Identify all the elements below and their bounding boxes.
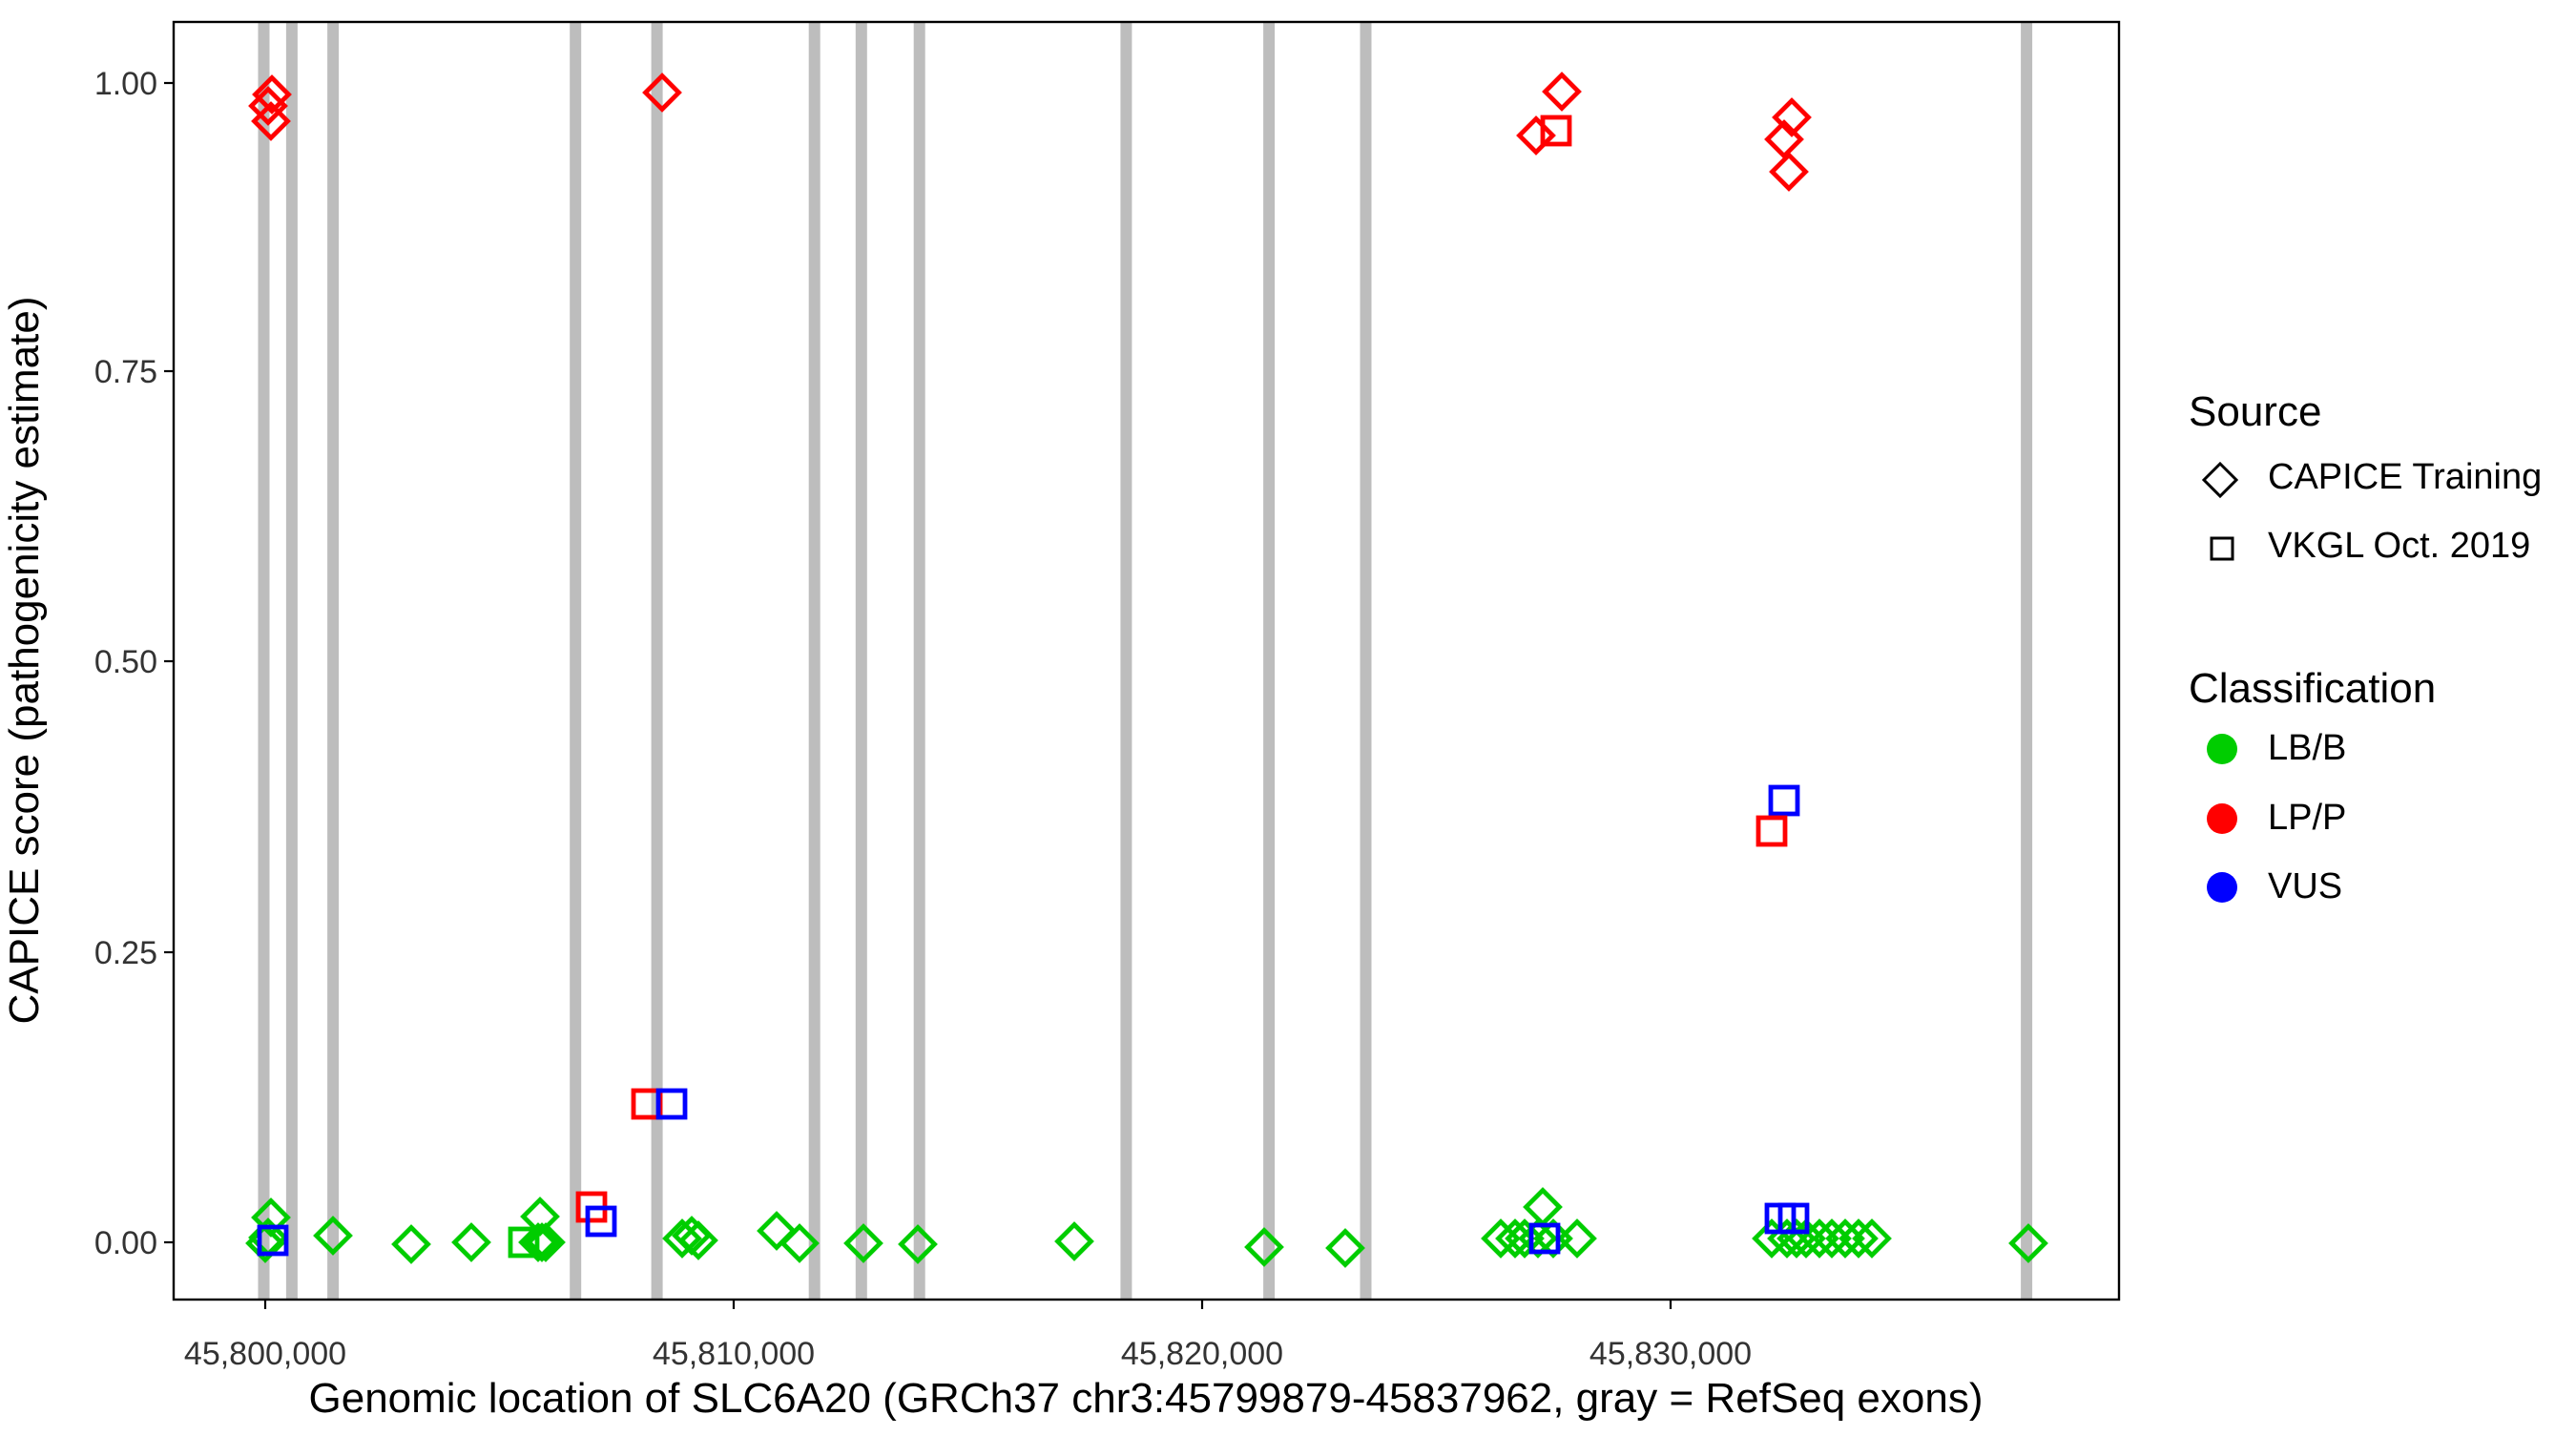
svg-text:0.00: 0.00 <box>94 1225 157 1261</box>
svg-text:VUS: VUS <box>2268 866 2342 906</box>
svg-text:1.00: 1.00 <box>94 66 157 102</box>
svg-text:45,800,000: 45,800,000 <box>184 1336 346 1372</box>
svg-text:Genomic location of SLC6A20 (G: Genomic location of SLC6A20 (GRCh37 chr3… <box>309 1375 1984 1422</box>
svg-text:45,810,000: 45,810,000 <box>653 1336 815 1372</box>
svg-text:0.25: 0.25 <box>94 935 157 971</box>
svg-text:45,820,000: 45,820,000 <box>1121 1336 1283 1372</box>
svg-text:45,830,000: 45,830,000 <box>1589 1336 1752 1372</box>
svg-text:LP/P: LP/P <box>2268 798 2346 838</box>
svg-text:0.75: 0.75 <box>94 354 157 390</box>
svg-text:VKGL Oct. 2019: VKGL Oct. 2019 <box>2268 526 2530 566</box>
svg-text:LB/B: LB/B <box>2268 728 2346 768</box>
svg-text:CAPICE score (pathogenicity es: CAPICE score (pathogenicity estimate) <box>1 297 48 1025</box>
svg-text:0.50: 0.50 <box>94 644 157 680</box>
svg-text:CAPICE Training: CAPICE Training <box>2268 457 2542 497</box>
svg-text:Source: Source <box>2189 388 2321 435</box>
svg-text:Classification: Classification <box>2189 665 2436 712</box>
